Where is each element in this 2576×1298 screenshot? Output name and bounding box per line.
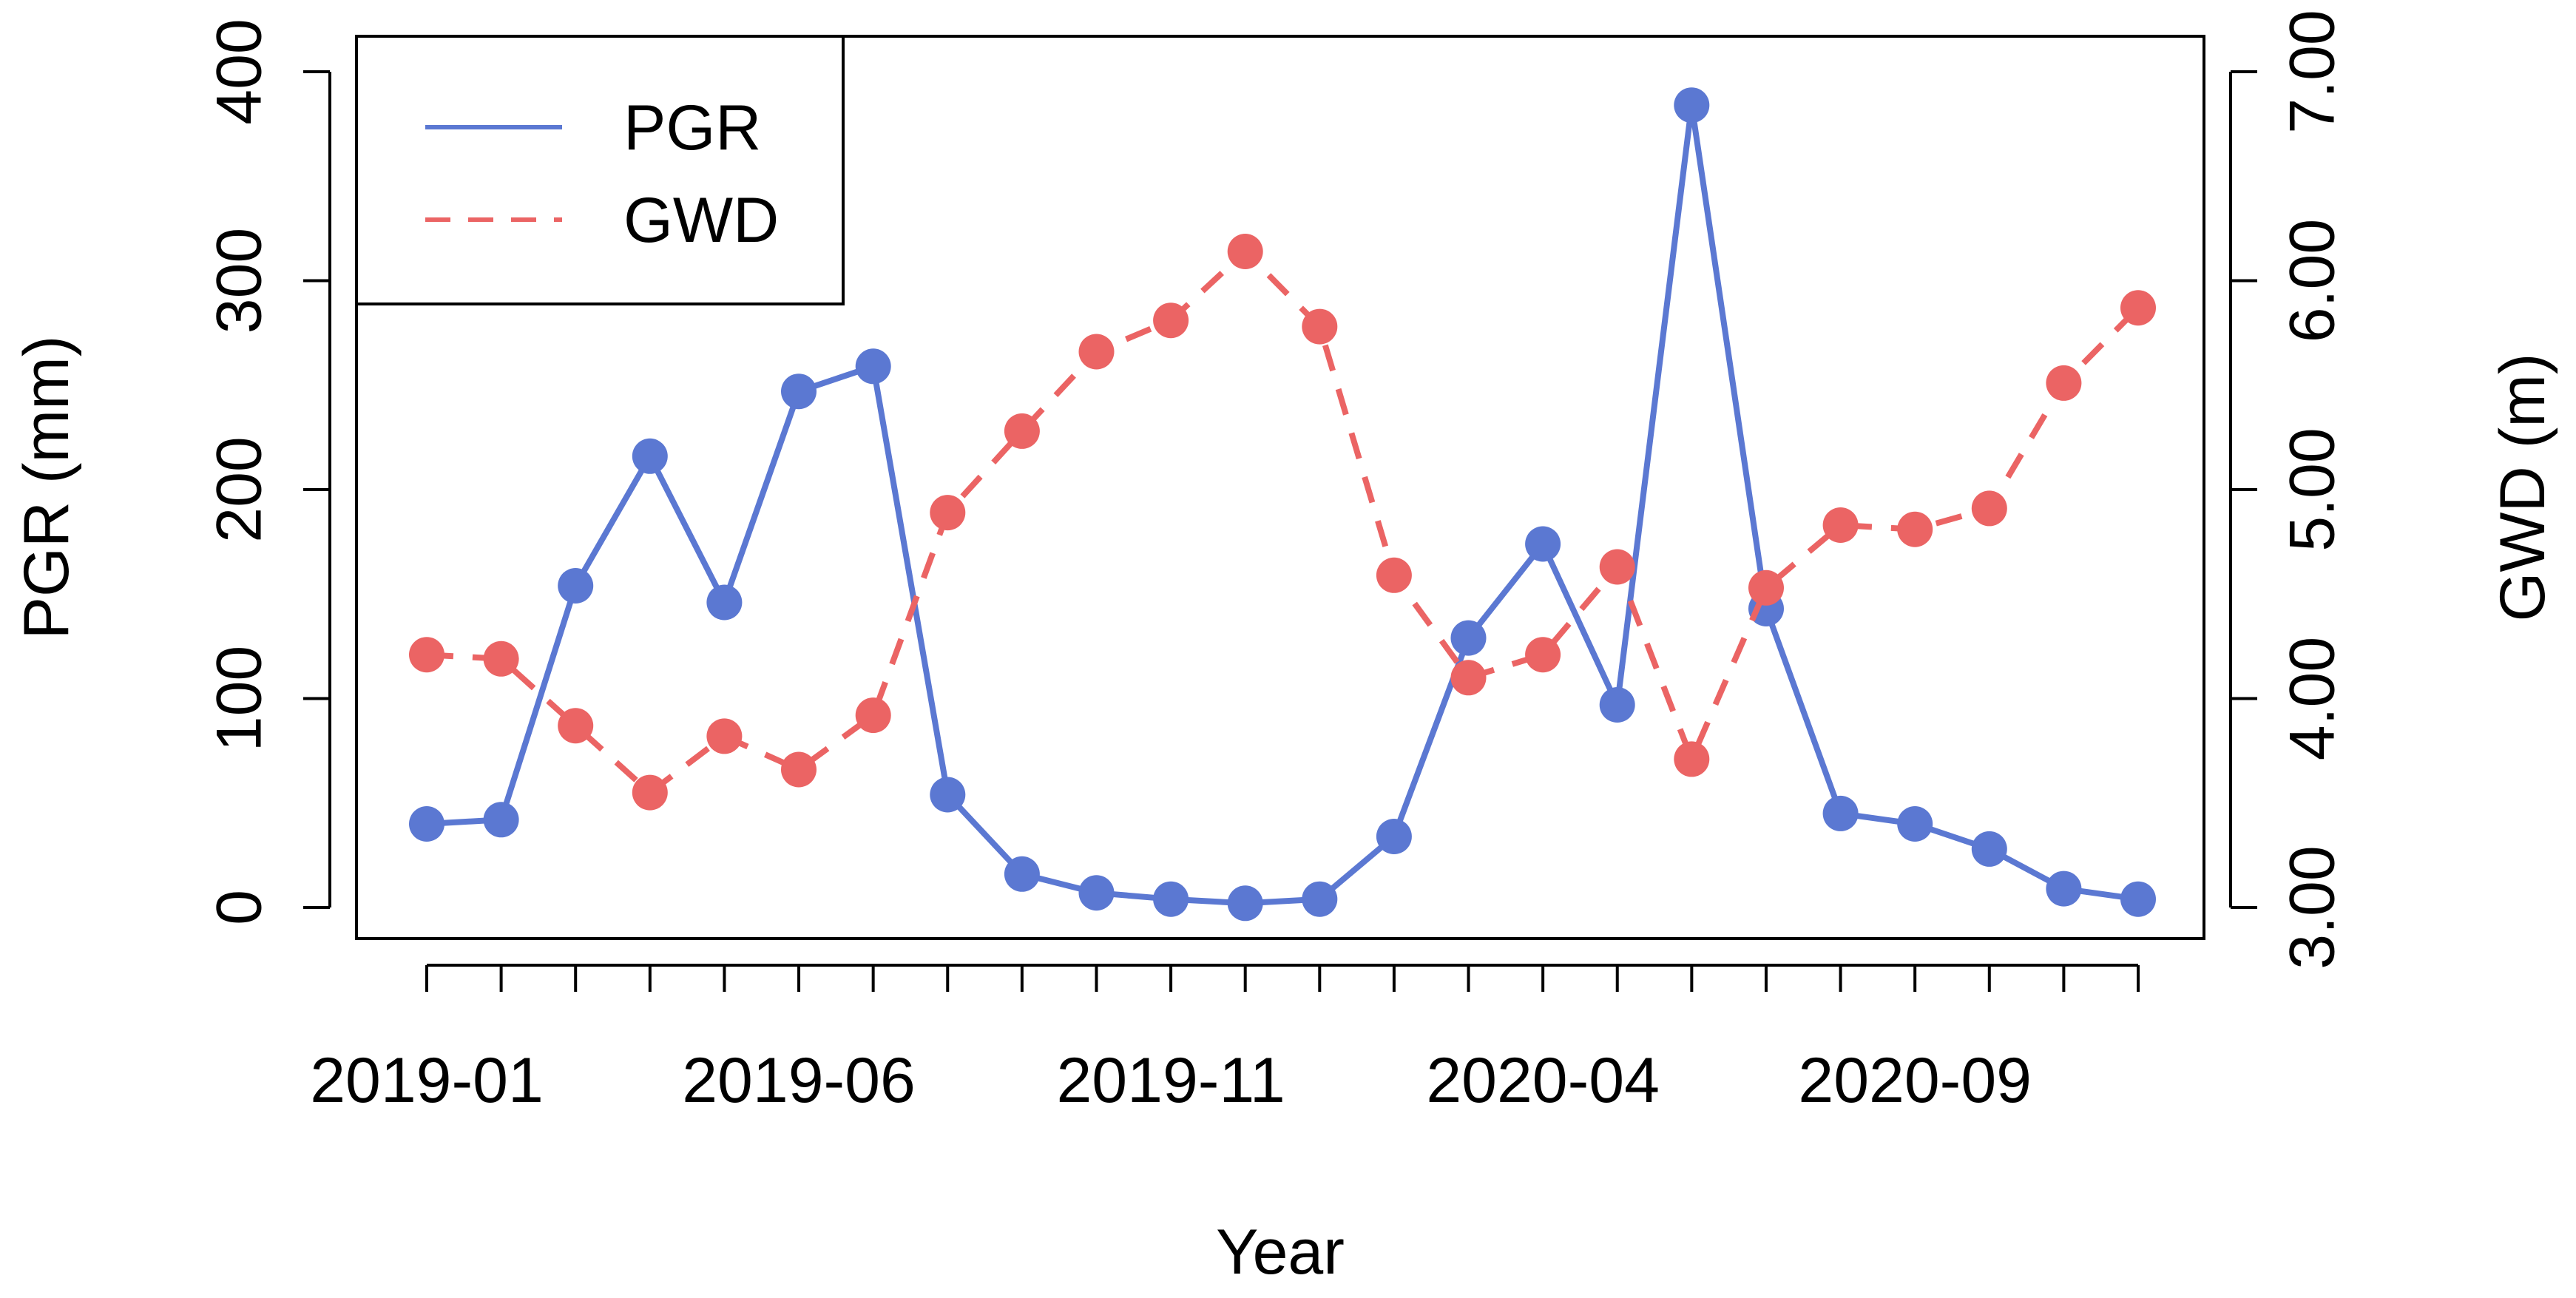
point-pgr-22 — [2046, 871, 2082, 907]
left-tick-label: 400 — [204, 18, 275, 125]
legend-label-gwd: GWD — [623, 185, 779, 256]
right-tick-label: 5.00 — [2277, 427, 2348, 551]
left-tick-label: 100 — [204, 646, 275, 752]
point-gwd-9 — [1078, 334, 1115, 370]
point-pgr-17 — [1674, 87, 1710, 124]
point-pgr-20 — [1897, 806, 1933, 842]
point-pgr-19 — [1822, 795, 1859, 831]
point-pgr-12 — [1302, 881, 1338, 917]
point-gwd-3 — [632, 774, 668, 811]
plot-frame — [355, 35, 2205, 940]
right-tick-label: 6.00 — [2277, 219, 2348, 342]
x-tick-label: 2019-06 — [682, 1045, 916, 1116]
point-gwd-20 — [1897, 511, 1933, 547]
point-pgr-0 — [409, 806, 444, 842]
point-gwd-23 — [2120, 290, 2156, 326]
point-pgr-11 — [1227, 885, 1263, 922]
point-gwd-7 — [930, 495, 966, 531]
y-axis-title: PGR (mm) — [11, 336, 82, 640]
y2-axis-title: GWD (m) — [2487, 354, 2558, 622]
point-pgr-4 — [706, 584, 743, 621]
point-gwd-10 — [1153, 302, 1189, 339]
legend: PGR GWD — [355, 35, 845, 305]
point-gwd-8 — [1004, 413, 1040, 449]
point-gwd-16 — [1599, 549, 1635, 585]
x-axis: 2019-01 2019-06 2019-11 2020-04 2020-09 — [310, 964, 2140, 1116]
x-axis-title: Year — [1216, 1217, 1345, 1288]
point-gwd-19 — [1822, 507, 1859, 543]
point-pgr-23 — [2120, 881, 2156, 917]
x-tick-label: 2020-04 — [1426, 1045, 1660, 1116]
point-gwd-4 — [706, 718, 743, 754]
point-pgr-6 — [855, 348, 891, 385]
legend-box — [355, 35, 845, 305]
point-pgr-21 — [1971, 831, 2007, 867]
point-gwd-18 — [1748, 569, 1784, 606]
point-gwd-6 — [855, 697, 891, 734]
point-pgr-16 — [1599, 687, 1635, 723]
point-gwd-22 — [2046, 365, 2082, 401]
point-pgr-1 — [483, 802, 519, 838]
point-gwd-11 — [1227, 234, 1263, 269]
x-tick-label: 2020-09 — [1798, 1045, 2032, 1116]
point-pgr-7 — [930, 777, 966, 813]
point-gwd-12 — [1302, 308, 1338, 345]
left-axis: 0 100 200 300 400 — [204, 18, 331, 925]
point-pgr-5 — [781, 373, 817, 410]
point-gwd-1 — [483, 640, 519, 677]
legend-label-pgr: PGR — [623, 92, 761, 163]
point-gwd-2 — [558, 708, 594, 744]
x-tick-label: 2019-01 — [310, 1045, 544, 1116]
point-pgr-15 — [1525, 526, 1561, 562]
right-tick-label: 4.00 — [2277, 637, 2348, 760]
point-pgr-13 — [1376, 819, 1412, 854]
point-pgr-3 — [632, 438, 668, 474]
point-gwd-15 — [1525, 637, 1561, 673]
right-tick-label: 7.00 — [2277, 10, 2348, 133]
series-layer — [409, 87, 2156, 922]
left-tick-label: 0 — [204, 890, 275, 925]
right-axis: 3.00 4.00 5.00 6.00 7.00 — [2229, 10, 2348, 970]
x-tick-label: 2019-11 — [1056, 1045, 1285, 1116]
point-gwd-21 — [1971, 490, 2007, 527]
point-pgr-10 — [1153, 881, 1189, 917]
left-tick-label: 200 — [204, 436, 275, 543]
point-pgr-14 — [1450, 620, 1487, 656]
point-pgr-8 — [1004, 856, 1040, 892]
right-tick-label: 3.00 — [2277, 845, 2348, 969]
point-gwd-17 — [1674, 741, 1710, 777]
point-pgr-9 — [1078, 875, 1115, 911]
left-tick-label: 300 — [204, 228, 275, 334]
point-gwd-5 — [781, 751, 817, 788]
point-gwd-13 — [1376, 557, 1412, 593]
point-gwd-14 — [1450, 660, 1487, 696]
point-gwd-0 — [409, 637, 444, 673]
point-pgr-2 — [558, 568, 594, 604]
